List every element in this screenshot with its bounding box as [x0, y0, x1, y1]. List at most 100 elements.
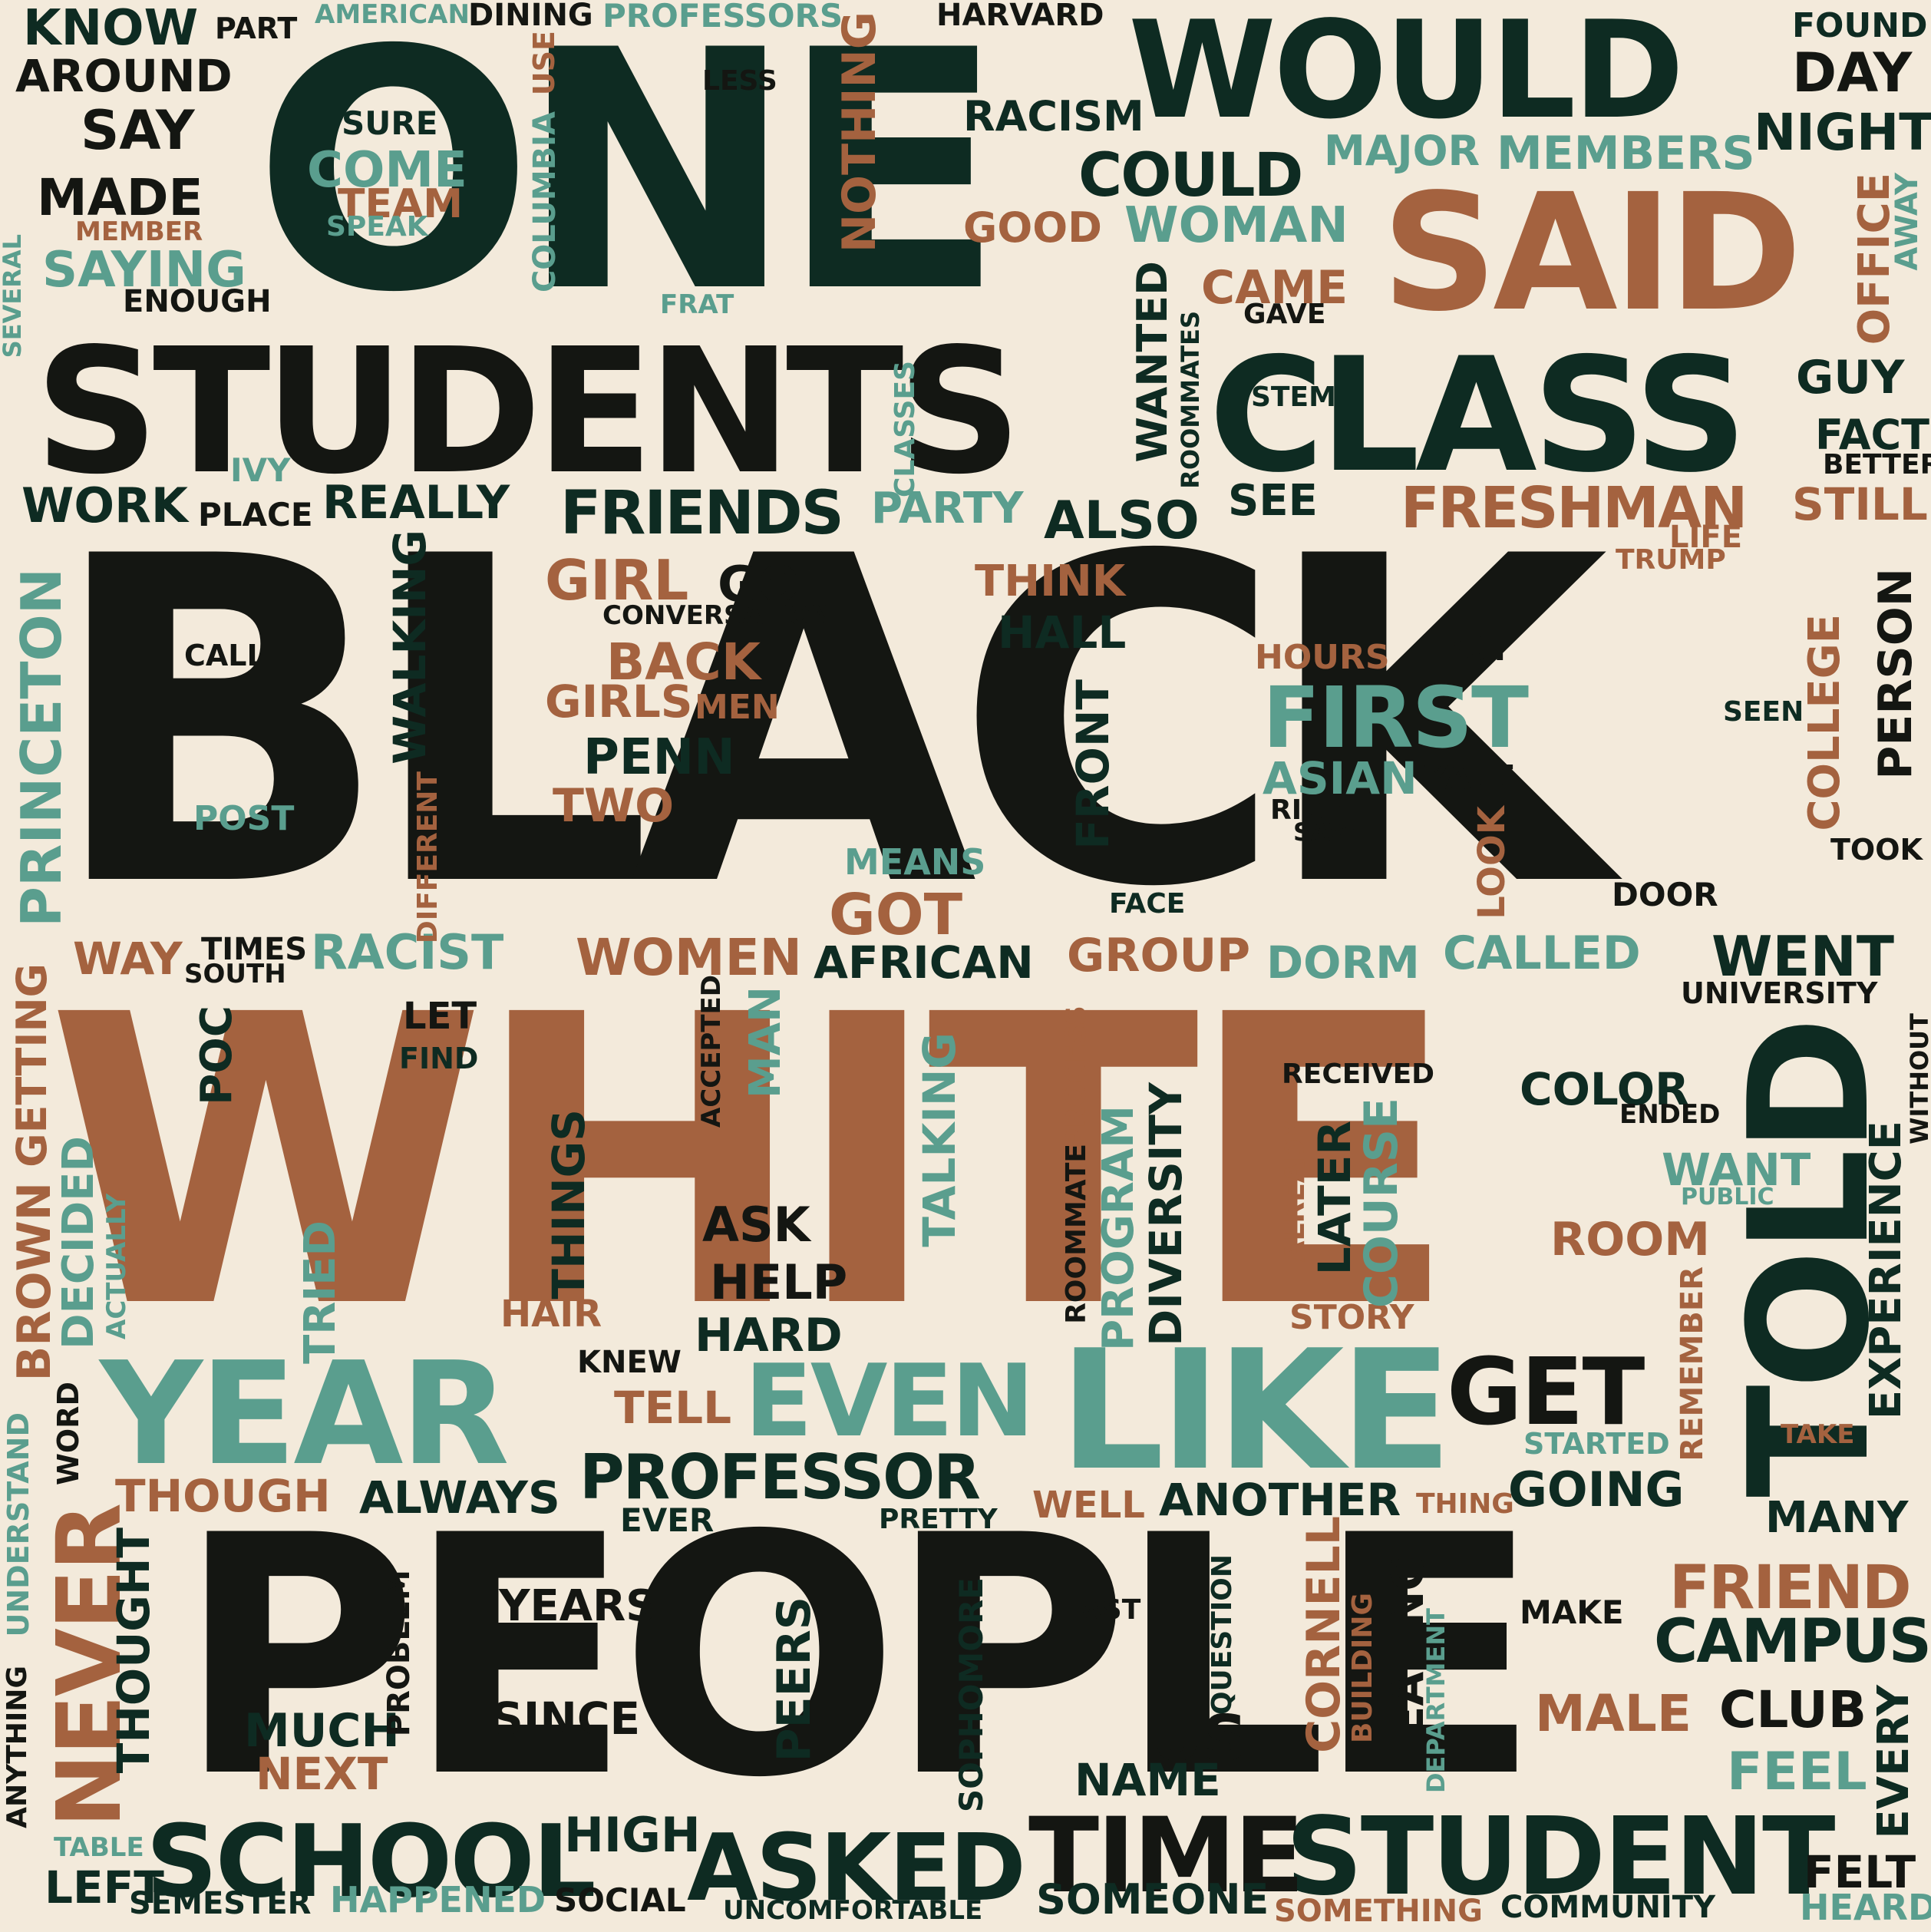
word-wanted: WANTED: [1128, 261, 1177, 463]
word-african: AFRICAN: [814, 936, 1034, 989]
word-another: ANOTHER: [1159, 1474, 1401, 1526]
word-princeton: PRINCETON: [9, 568, 74, 927]
word-next: NEXT: [256, 1748, 388, 1800]
word-would: WOULD: [1128, 0, 1685, 149]
word-received: RECEIVED: [1282, 1058, 1435, 1090]
word-different: DIFFERENT: [412, 771, 444, 944]
word-guy: GUY: [1796, 351, 1905, 405]
word-place: PLACE: [198, 496, 313, 533]
word-trump: TRUMP: [1616, 544, 1726, 576]
word-also: ALSO: [1044, 490, 1200, 551]
word-question: QUESTION: [1206, 1554, 1238, 1716]
word-major: MAJOR: [1324, 127, 1480, 175]
word-think: THINK: [975, 556, 1126, 606]
word-getting: GETTING: [8, 963, 56, 1167]
word-friends: FRIENDS: [560, 479, 844, 548]
word-feel: FEEL: [1727, 1742, 1867, 1802]
word-dining: DINING: [468, 0, 593, 33]
word-like: LIKE: [1059, 1314, 1452, 1507]
word-around: AROUND: [15, 50, 233, 102]
word-white: WHITE: [46, 930, 1458, 1395]
word-hours: HOURS: [1255, 638, 1390, 677]
word-thought: THOUGHT: [107, 1527, 160, 1774]
word-black: BLACK: [48, 462, 1609, 985]
word-dorm: DORM: [1266, 936, 1420, 989]
word-story: STORY: [1289, 1298, 1414, 1337]
word-going: GOING: [1508, 1461, 1685, 1518]
word-several: SEVERAL: [0, 234, 27, 358]
word-got: GOT: [829, 882, 963, 948]
word-already: ALREADY: [1279, 1121, 1311, 1263]
word-decided: DECIDED: [54, 1136, 104, 1349]
word-program: PROGRAM: [1094, 1105, 1144, 1351]
word-sophomore: SOPHOMORE: [952, 1577, 990, 1813]
word-help: HELP: [710, 1254, 848, 1310]
word-want: WANT: [1662, 1144, 1811, 1196]
word-better: BETTER: [1823, 449, 1931, 481]
word-left: LEFT: [45, 1861, 164, 1914]
word-say: SAY: [81, 99, 195, 162]
word-years: YEARS: [499, 1581, 657, 1631]
word-really: REALLY: [322, 476, 510, 530]
word-understand: UNDERSTAND: [2, 1412, 35, 1637]
word-members: MEMBERS: [1497, 127, 1755, 180]
word-much: MUCH: [244, 1704, 400, 1758]
word-hard: HARD: [695, 1309, 843, 1362]
word-look: LOOK: [1471, 806, 1513, 920]
word-though: THOUGH: [115, 1470, 331, 1522]
word-time: TIME: [1028, 1795, 1305, 1916]
word-right: RIGHT: [1270, 794, 1367, 826]
word-peers: PEERS: [767, 1597, 821, 1762]
word-heard: HEARD: [1800, 1887, 1931, 1928]
word-south: SOUTH: [184, 959, 286, 989]
word-american: AMERICAN: [315, 0, 470, 30]
word-anything: ANYTHING: [2, 1666, 33, 1828]
word-friend: FRIEND: [1669, 1554, 1912, 1623]
word-times: TIMES: [201, 932, 308, 967]
word-student: STUDENT: [1286, 1795, 1836, 1920]
word-later: LATER: [1309, 1121, 1361, 1276]
word-enough: ENOUGH: [123, 284, 272, 319]
word-way: WAY: [73, 933, 183, 985]
word-one: ONE: [253, 0, 1005, 365]
word-ever: EVER: [620, 1501, 715, 1539]
word-tell: TELL: [614, 1382, 732, 1434]
word-good: GOOD: [963, 203, 1102, 252]
word-school: SCHOOL: [146, 1803, 596, 1920]
word-actually: ACTUALLY: [101, 1194, 132, 1339]
word-take: TAKE: [1781, 1419, 1855, 1450]
word-life: LIFE: [1669, 520, 1743, 555]
word-since: SINCE: [491, 1693, 641, 1745]
word-many: MANY: [1765, 1493, 1909, 1543]
word-back: BACK: [606, 632, 761, 692]
word-cornell: CORNELL: [1297, 1516, 1351, 1753]
word-people: PEOPLE: [177, 1466, 1540, 1850]
word-ended: ENDED: [1619, 1099, 1721, 1130]
word-ivy: IVY: [230, 451, 291, 489]
word-took: TOOK: [1830, 833, 1923, 867]
word-name: NAME: [1074, 1754, 1221, 1806]
word-public: PUBLIC: [1681, 1184, 1774, 1210]
word-experience: EXPERIENCE: [1861, 1121, 1911, 1420]
word-tried: TRIED: [295, 1220, 345, 1364]
word-harvard: HARVARD: [936, 0, 1104, 33]
word-problem: PROBLEM: [381, 1570, 417, 1737]
word-conversation: CONVERSATION: [602, 600, 833, 631]
word-always: ALWAYS: [359, 1471, 560, 1524]
word-party: PARTY: [871, 484, 1024, 533]
word-walking: WALKING: [384, 530, 436, 765]
word-frat: FRAT: [660, 289, 734, 320]
word-fact: FACT: [1815, 411, 1929, 459]
word-professor: PROFESSOR: [579, 1442, 981, 1513]
word-college: COLLEGE: [1800, 614, 1850, 831]
word-put: PUT: [1439, 630, 1511, 668]
word-asked: ASKED: [687, 1815, 1026, 1922]
word-night: NIGHT: [1754, 103, 1931, 162]
word-see: SEE: [1228, 476, 1318, 526]
word-group: GROUP: [1067, 929, 1251, 983]
word-girls: GIRLS: [545, 675, 693, 728]
word-course: COURSE: [1355, 1098, 1408, 1309]
word-every: EVERY: [1869, 1685, 1919, 1839]
word-could: COULD: [1078, 141, 1303, 210]
